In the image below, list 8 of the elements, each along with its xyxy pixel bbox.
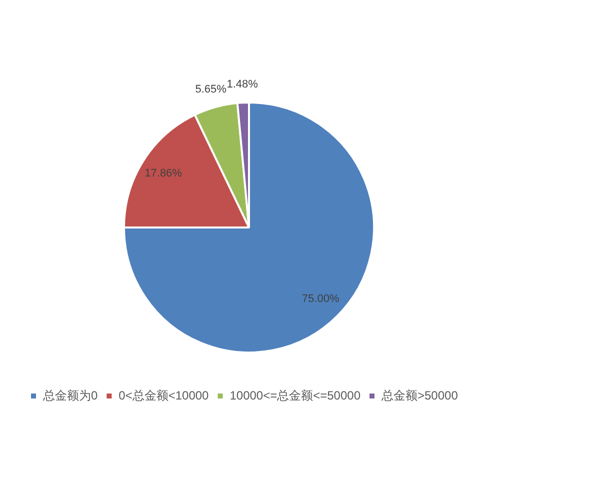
- legend-label: 10000<=总金额<=50000: [230, 388, 361, 402]
- data-label: 17.86%: [144, 168, 182, 180]
- data-label: 5.65%: [195, 84, 227, 96]
- data-label: 75.00%: [302, 293, 340, 306]
- legend-label: 总金额为0: [42, 388, 98, 402]
- legend-label: 总金额>50000: [380, 388, 458, 402]
- data-label: 1.48%: [226, 78, 258, 91]
- legend-label: 0<总金额<10000: [118, 388, 210, 402]
